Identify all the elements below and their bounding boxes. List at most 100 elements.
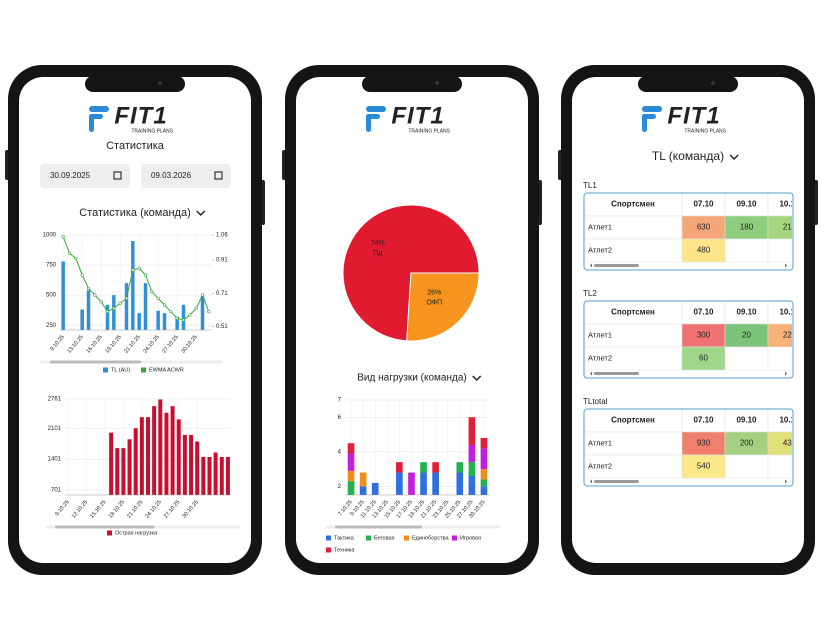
line-point xyxy=(156,296,160,300)
pie-label: ОФП xyxy=(426,300,442,307)
y2-tick-label: 0.91 xyxy=(216,258,228,264)
scrollbar-thumb[interactable] xyxy=(594,480,639,483)
line-point xyxy=(124,296,129,300)
line-point xyxy=(118,301,122,305)
y-tick-label: 1401 xyxy=(48,457,62,463)
header-text: 09.10 xyxy=(736,416,757,425)
bar-segment xyxy=(480,469,488,480)
line-point xyxy=(162,303,167,307)
y-tick-label: 2761 xyxy=(48,397,62,403)
y-tick-label: 750 xyxy=(46,263,57,269)
scrollbar-thumb[interactable] xyxy=(594,372,639,375)
bar-segment xyxy=(420,472,427,495)
camera xyxy=(158,81,162,85)
logo-icon xyxy=(366,106,386,112)
y-tick-label: 1000 xyxy=(43,233,57,239)
y-tick-label: 7 xyxy=(338,398,342,404)
legend-swatch xyxy=(103,367,108,373)
bar xyxy=(170,406,175,495)
cell-value: 60 xyxy=(699,354,708,363)
legend-label: Техника xyxy=(334,547,355,553)
cell-value: 300 xyxy=(697,331,711,340)
header-text: 09.10 xyxy=(736,308,757,317)
pie-value-label: 74% xyxy=(371,240,385,247)
logo-text: FIT1 xyxy=(114,102,167,129)
y-tick-label: 701 xyxy=(51,488,62,494)
bar-segment xyxy=(359,472,367,487)
scrollbar-thumb[interactable] xyxy=(594,264,639,267)
cell-value: 20 xyxy=(742,331,751,340)
dropdown[interactable]: TL (команда) xyxy=(652,149,724,163)
bar xyxy=(189,434,194,495)
bar xyxy=(176,419,181,495)
bar xyxy=(156,310,160,330)
table-title: TL2 xyxy=(583,289,597,298)
logo-icon xyxy=(89,114,94,132)
row-name: Атлет2 xyxy=(588,461,612,470)
cell-value: 540 xyxy=(697,462,711,471)
logo-icon xyxy=(366,114,371,132)
cell-value: 435 xyxy=(783,439,797,448)
date-input[interactable] xyxy=(40,164,130,188)
camera xyxy=(711,81,715,85)
cell-value: 930 xyxy=(697,439,711,448)
cell xyxy=(767,346,792,371)
y-tick-label: 6 xyxy=(338,415,342,421)
pie-slice xyxy=(406,272,480,342)
pie-label: Пд xyxy=(373,250,382,257)
line-point xyxy=(74,256,78,260)
scrollbar-thumb[interactable] xyxy=(335,525,422,529)
bar-segment xyxy=(480,438,488,449)
bar xyxy=(225,456,230,495)
dropdown-arrow xyxy=(196,210,206,217)
bar-segment xyxy=(420,462,427,473)
header-text: 10.10 xyxy=(779,308,800,317)
scrollbar-thumb[interactable] xyxy=(50,360,142,364)
cell xyxy=(767,238,792,263)
bar xyxy=(109,432,114,495)
scrollbar-thumb[interactable] xyxy=(55,525,155,529)
value-cell xyxy=(681,454,726,479)
dropdown[interactable]: Статистика (команда) xyxy=(79,207,191,219)
cell-value: 225 xyxy=(783,331,797,340)
bar xyxy=(133,428,138,495)
y-tick-label: 2101 xyxy=(48,426,62,432)
bar xyxy=(86,290,91,330)
calendar-icon xyxy=(214,171,223,180)
bar-segment xyxy=(396,472,403,495)
logo-icon xyxy=(642,114,647,132)
row-name: Атлет1 xyxy=(588,330,612,339)
header-text: Спортсмен xyxy=(611,308,655,317)
bar-segment xyxy=(432,472,439,495)
logo-tagline: TRAINING PLANS xyxy=(684,128,726,134)
cell-value: 630 xyxy=(697,223,711,232)
bar xyxy=(162,313,167,330)
date-text: 30.09.2025 xyxy=(50,171,91,180)
bar-segment xyxy=(480,479,488,487)
date-text: 09.03.2026 xyxy=(151,171,192,180)
header-text: Спортсмен xyxy=(611,416,655,425)
logo-icon xyxy=(89,106,109,112)
logo-text: FIT1 xyxy=(667,102,720,129)
y-tick-label: 2 xyxy=(338,484,342,490)
header-text: 10.10 xyxy=(779,200,800,209)
bar-segment xyxy=(408,472,415,495)
line-point xyxy=(93,293,97,297)
y-tick-label: 250 xyxy=(46,323,57,329)
row-name: Атлет1 xyxy=(588,222,612,231)
bar xyxy=(164,412,169,495)
line-point xyxy=(137,266,141,270)
table: Спортсмен 07.10 09.10 10.10 Атлет1 630 180 210 А… xyxy=(585,194,800,263)
header-text: 10.10 xyxy=(779,416,800,425)
legend-label: EWMA ACWR xyxy=(149,367,184,373)
date-input[interactable] xyxy=(141,164,231,188)
dropdown[interactable]: Вид нагрузки (команда) xyxy=(357,373,466,384)
screen-title: Статистика xyxy=(106,140,165,152)
bar-segment xyxy=(432,462,439,473)
header-text: Спортсмен xyxy=(611,200,655,209)
cell-value: 180 xyxy=(740,223,754,232)
bar xyxy=(112,295,116,330)
y2-tick-label: 1.06 xyxy=(216,233,228,239)
